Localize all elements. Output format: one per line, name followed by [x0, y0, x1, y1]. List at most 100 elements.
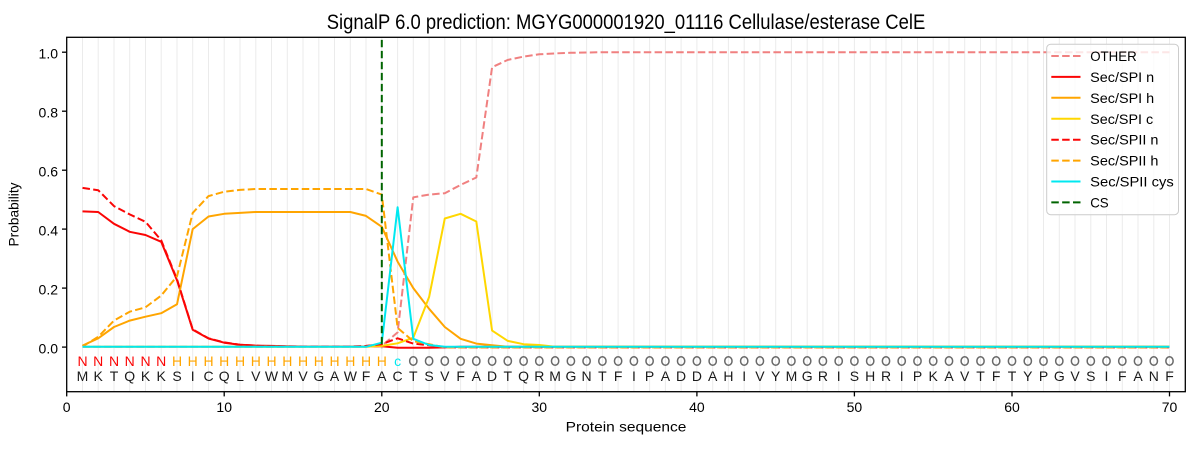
svg-text:M: M — [281, 368, 293, 384]
svg-text:N: N — [93, 353, 103, 369]
svg-text:K: K — [157, 368, 167, 384]
svg-text:H: H — [298, 353, 308, 369]
svg-text:0.4: 0.4 — [39, 222, 59, 238]
svg-text:Q: Q — [124, 368, 135, 384]
svg-text:0.2: 0.2 — [39, 281, 59, 297]
svg-text:I: I — [837, 368, 841, 384]
svg-text:60: 60 — [1004, 399, 1020, 415]
svg-text:V: V — [298, 368, 308, 384]
svg-text:H: H — [329, 353, 339, 369]
svg-text:A: A — [377, 368, 387, 384]
svg-text:H: H — [282, 353, 292, 369]
svg-text:Protein sequence: Protein sequence — [566, 419, 687, 435]
svg-text:Sec/SPI c: Sec/SPI c — [1090, 111, 1153, 127]
svg-text:M: M — [77, 368, 89, 384]
svg-text:30: 30 — [532, 399, 548, 415]
svg-text:N: N — [109, 353, 119, 369]
svg-text:G: G — [313, 368, 324, 384]
svg-text:F: F — [992, 368, 1001, 384]
svg-text:P: P — [913, 368, 922, 384]
svg-text:T: T — [409, 368, 418, 384]
svg-text:Sec/SPI h: Sec/SPI h — [1090, 90, 1154, 106]
svg-text:A: A — [708, 368, 718, 384]
svg-text:V: V — [251, 368, 261, 384]
svg-text:V: V — [440, 368, 450, 384]
svg-text:40: 40 — [689, 399, 705, 415]
svg-text:0.6: 0.6 — [39, 164, 59, 180]
svg-text:V: V — [755, 368, 765, 384]
svg-text:F: F — [614, 368, 623, 384]
svg-text:c: c — [394, 353, 401, 369]
svg-text:H: H — [377, 353, 387, 369]
svg-text:R: R — [818, 368, 828, 384]
svg-text:Probability: Probability — [6, 183, 22, 247]
svg-text:F: F — [456, 368, 465, 384]
svg-text:Y: Y — [1023, 368, 1033, 384]
svg-text:H: H — [203, 353, 213, 369]
svg-text:N: N — [77, 353, 87, 369]
svg-text:A: A — [944, 368, 954, 384]
svg-text:R: R — [534, 368, 544, 384]
svg-text:H: H — [172, 353, 182, 369]
svg-text:F: F — [362, 368, 371, 384]
svg-text:N: N — [582, 368, 592, 384]
svg-text:S: S — [172, 368, 181, 384]
svg-text:A: A — [661, 368, 671, 384]
svg-text:I: I — [742, 368, 746, 384]
svg-text:OTHER: OTHER — [1090, 48, 1137, 64]
svg-text:1.0: 1.0 — [39, 46, 59, 62]
svg-text:A: A — [472, 368, 482, 384]
svg-text:I: I — [632, 368, 636, 384]
svg-text:S: S — [1086, 368, 1095, 384]
svg-text:N: N — [1149, 368, 1159, 384]
svg-text:P: P — [1039, 368, 1048, 384]
svg-text:K: K — [94, 368, 104, 384]
svg-text:C: C — [393, 368, 403, 384]
svg-text:N: N — [156, 353, 166, 369]
svg-text:H: H — [219, 353, 229, 369]
svg-text:K: K — [141, 368, 151, 384]
svg-text:L: L — [236, 368, 244, 384]
svg-text:0.8: 0.8 — [39, 105, 59, 121]
svg-text:T: T — [598, 368, 607, 384]
svg-text:K: K — [929, 368, 939, 384]
svg-text:10: 10 — [216, 399, 232, 415]
svg-text:D: D — [487, 368, 497, 384]
svg-text:C: C — [203, 368, 213, 384]
svg-text:50: 50 — [847, 399, 863, 415]
svg-text:Y: Y — [771, 368, 781, 384]
svg-text:F: F — [1165, 368, 1174, 384]
svg-text:V: V — [960, 368, 970, 384]
svg-text:SignalP 6.0 prediction: MGYG00: SignalP 6.0 prediction: MGYG000001920_01… — [327, 11, 926, 34]
svg-text:R: R — [881, 368, 891, 384]
svg-text:H: H — [314, 353, 324, 369]
svg-text:T: T — [110, 368, 119, 384]
svg-text:I: I — [1105, 368, 1109, 384]
svg-text:G: G — [802, 368, 813, 384]
svg-text:D: D — [676, 368, 686, 384]
svg-text:Q: Q — [219, 368, 230, 384]
svg-text:I: I — [900, 368, 904, 384]
svg-text:G: G — [1054, 368, 1065, 384]
svg-text:N: N — [140, 353, 150, 369]
svg-text:W: W — [265, 368, 279, 384]
svg-text:Sec/SPII n: Sec/SPII n — [1090, 132, 1158, 148]
svg-text:H: H — [266, 353, 276, 369]
svg-text:Q: Q — [518, 368, 529, 384]
svg-text:P: P — [645, 368, 654, 384]
svg-text:H: H — [865, 368, 875, 384]
svg-text:T: T — [1008, 368, 1017, 384]
svg-text:H: H — [345, 353, 355, 369]
svg-text:CS: CS — [1090, 194, 1109, 210]
svg-text:M: M — [549, 368, 561, 384]
svg-text:T: T — [976, 368, 985, 384]
svg-text:G: G — [565, 368, 576, 384]
svg-text:N: N — [125, 353, 135, 369]
svg-text:Sec/SPI n: Sec/SPI n — [1090, 69, 1154, 85]
svg-text:A: A — [1133, 368, 1143, 384]
svg-text:0.0: 0.0 — [39, 340, 59, 356]
svg-text:V: V — [1070, 368, 1080, 384]
svg-text:20: 20 — [374, 399, 390, 415]
svg-text:T: T — [504, 368, 513, 384]
svg-text:W: W — [344, 368, 358, 384]
